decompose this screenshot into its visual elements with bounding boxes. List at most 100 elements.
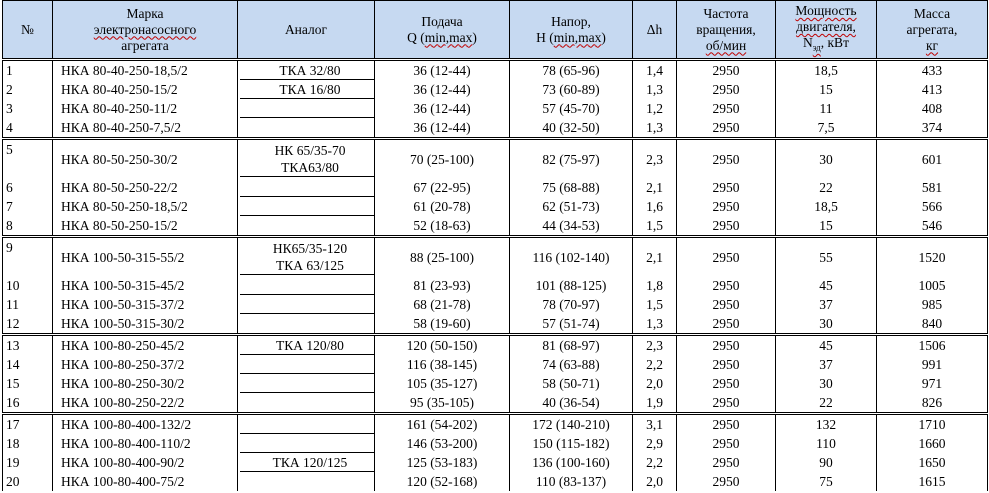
cell-mass: 985 [876,295,988,314]
cell-dh: 2,2 [632,453,677,472]
cell-dh: 2,2 [632,355,677,374]
cell-mass: 1660 [876,434,988,453]
cell-power: 7,5 [775,118,877,139]
cell-power: 22 [775,393,877,414]
cell-head: 40 (32-50) [509,118,633,139]
cell-dh: 3,1 [632,412,677,434]
table-row: 15 НКА 100-80-250-30/2 105 (35-127) 58 (50-… [2,374,988,393]
cell-head: 101 (88-125) [509,276,633,295]
cell-head: 57 (45-70) [509,99,633,118]
analog-value: ТКА 120/80 [240,337,374,355]
cell-analog [237,355,375,374]
cell-dh: 2,1 [632,178,677,197]
cell-head: 82 (75-97) [509,137,633,178]
cell-head: 116 (102-140) [509,235,633,276]
cell-no: 5 [2,137,53,178]
cell-mark: НКА 100-50-315-30/2 [52,314,238,335]
analog-value [240,277,374,295]
cell-dh: 2,3 [632,333,677,355]
cell-frequency: 2950 [676,216,776,237]
cell-mass: 581 [876,178,988,197]
table-row: 6 НКА 80-50-250-22/2 67 (22-95) 75 (68-88) 2… [2,178,988,197]
analog-value: НК 65/35-70 ТКА63/80 [240,142,374,177]
table-row: 19 НКА 100-80-400-90/2 ТКА 120/125 125 (53-… [2,453,988,472]
cell-no: 17 [2,412,53,434]
cell-no: 9 [2,235,53,276]
cell-head: 136 (100-160) [509,453,633,472]
cell-power: 90 [775,453,877,472]
analog-value [240,198,374,216]
analog-value [240,119,374,137]
cell-mass: 413 [876,80,988,99]
table-row: 3 НКА 80-40-250-11/2 36 (12-44) 57 (45-70) 1… [2,99,988,118]
cell-power: 132 [775,412,877,434]
cell-mass: 1650 [876,453,988,472]
cell-mass: 566 [876,197,988,216]
cell-analog [237,314,375,335]
cell-no: 4 [2,118,53,139]
cell-dh: 2,3 [632,137,677,178]
cell-power: 37 [775,355,877,374]
cell-analog [237,412,375,434]
cell-flow: 88 (25-100) [374,235,510,276]
cell-frequency: 2950 [676,314,776,335]
cell-no: 2 [2,80,53,99]
cell-no: 20 [2,472,53,491]
analog-value: ТКА 32/80 [240,62,374,80]
cell-mark: НКА 100-80-250-30/2 [52,374,238,393]
header-dh: Δh [632,0,677,60]
table-row: 4 НКА 80-40-250-7,5/2 36 (12-44) 40 (32-50)… [2,118,988,139]
cell-dh: 1,9 [632,393,677,414]
table-row: 11 НКА 100-50-315-37/2 68 (21-78) 78 (70-97… [2,295,988,314]
header-head: Напор, Н (min,max) [509,0,633,60]
cell-mass: 546 [876,216,988,237]
cell-no: 12 [2,314,53,335]
cell-mark: НКА 100-50-315-37/2 [52,295,238,314]
cell-mark: НКА 100-80-250-45/2 [52,333,238,355]
analog-value [240,217,374,235]
table-row: 2 НКА 80-40-250-15/2 ТКА 16/80 36 (12-44) 73… [2,80,988,99]
header-frequency: Частота вращения, об/мин [676,0,776,60]
table-row: 7 НКА 80-50-250-18,5/2 61 (20-78) 62 (51-73… [2,197,988,216]
cell-flow: 52 (18-63) [374,216,510,237]
cell-frequency: 2950 [676,118,776,139]
cell-head: 57 (51-74) [509,314,633,335]
cell-frequency: 2950 [676,99,776,118]
cell-no: 7 [2,197,53,216]
cell-mark: НКА 80-50-250-30/2 [52,137,238,178]
cell-mark: НКА 100-80-250-22/2 [52,393,238,414]
cell-frequency: 2950 [676,295,776,314]
cell-dh: 2,0 [632,472,677,491]
cell-mass: 1506 [876,333,988,355]
table-body: 1 НКА 80-40-250-18,5/2 ТКА 32/80 36 (12-44)… [2,58,988,491]
table-row: 9 НКА 100-50-315-55/2 НК65/35-120 ТКА 63/12… [2,235,988,276]
cell-analog: ТКА 32/80 [237,58,375,80]
table-row: 1 НКА 80-40-250-18,5/2 ТКА 32/80 36 (12-44)… [2,58,988,80]
cell-no: 8 [2,216,53,237]
cell-analog: НК65/35-120 ТКА 63/125 [237,235,375,276]
cell-mass: 1615 [876,472,988,491]
cell-power: 45 [775,333,877,355]
cell-flow: 36 (12-44) [374,99,510,118]
cell-flow: 61 (20-78) [374,197,510,216]
cell-head: 40 (36-54) [509,393,633,414]
cell-no: 16 [2,393,53,414]
cell-flow: 161 (54-202) [374,412,510,434]
cell-power: 30 [775,374,877,393]
cell-power: 18,5 [775,58,877,80]
cell-head: 44 (34-53) [509,216,633,237]
cell-flow: 36 (12-44) [374,118,510,139]
cell-mass: 971 [876,374,988,393]
cell-dh: 2,9 [632,434,677,453]
cell-no: 6 [2,178,53,197]
table-row: 20 НКА 100-80-400-75/2 120 (52-168) 110 (83… [2,472,988,491]
cell-head: 81 (68-97) [509,333,633,355]
table-row: 8 НКА 80-50-250-15/2 52 (18-63) 44 (34-53) 1… [2,216,988,237]
cell-flow: 81 (23-93) [374,276,510,295]
cell-mass: 1710 [876,412,988,434]
analog-value [240,394,374,412]
analog-value [240,435,374,453]
cell-mark: НКА 100-80-400-110/2 [52,434,238,453]
cell-no: 10 [2,276,53,295]
